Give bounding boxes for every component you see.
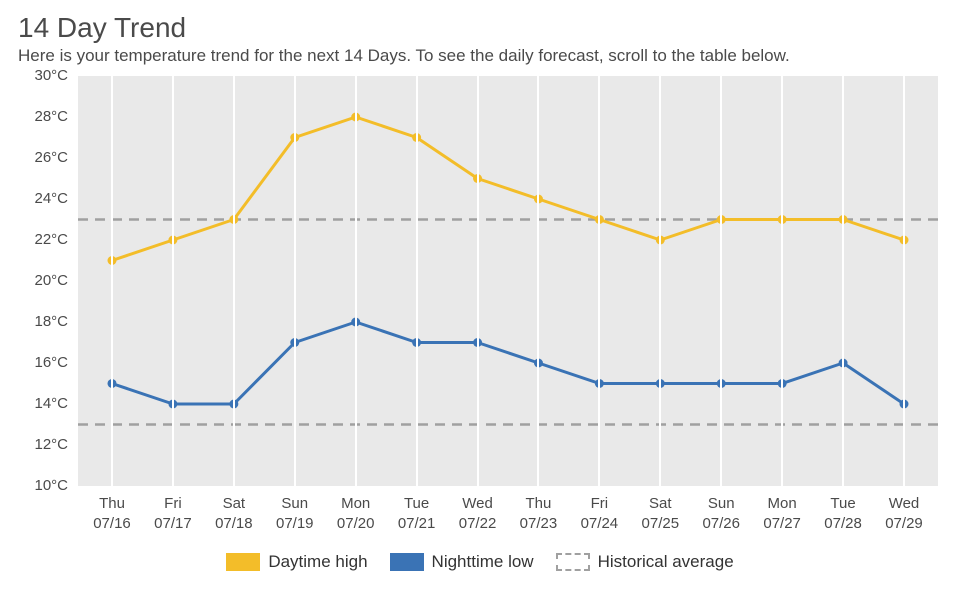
x-axis-tick-label: Sun07/26	[691, 494, 751, 535]
gridline-vertical	[781, 76, 783, 486]
x-axis-tick-label: Wed07/22	[448, 494, 508, 535]
temperature-trend-chart: 30°C28°C26°C24°C22°C20°C18°C16°C14°C12°C…	[18, 76, 942, 546]
x-axis-tick-label: Thu07/23	[508, 494, 568, 535]
chart-subtitle: Here is your temperature trend for the n…	[18, 46, 942, 66]
gridline-vertical	[172, 76, 174, 486]
legend-item-daytime-high: Daytime high	[226, 552, 367, 572]
gridline-vertical	[355, 76, 357, 486]
nighttime-low-line	[112, 322, 904, 404]
x-axis-tick-label: Tue07/28	[813, 494, 873, 535]
gridline-vertical	[233, 76, 235, 486]
y-axis-tick-label: 10°C	[18, 477, 68, 494]
legend-swatch-nighttime-low	[390, 553, 424, 571]
y-axis-tick-label: 12°C	[18, 436, 68, 453]
x-axis-tick-label: Fri07/24	[569, 494, 629, 535]
gridline-vertical	[903, 76, 905, 486]
y-axis-tick-label: 26°C	[18, 149, 68, 166]
gridline-vertical	[111, 76, 113, 486]
gridline-vertical	[659, 76, 661, 486]
legend-item-nighttime-low: Nighttime low	[390, 552, 534, 572]
y-axis-tick-label: 22°C	[18, 231, 68, 248]
gridline-vertical	[294, 76, 296, 486]
daytime-high-line	[112, 117, 904, 261]
legend-item-historical-average: Historical average	[556, 552, 734, 572]
gridline-vertical	[416, 76, 418, 486]
y-axis-tick-label: 28°C	[18, 108, 68, 125]
legend-swatch-historical-average	[556, 553, 590, 571]
gridline-vertical	[842, 76, 844, 486]
x-axis-tick-label: Fri07/17	[143, 494, 203, 535]
y-axis-tick-label: 20°C	[18, 272, 68, 289]
y-axis-tick-label: 18°C	[18, 313, 68, 330]
x-axis-tick-label: Mon07/27	[752, 494, 812, 535]
y-axis-tick-label: 14°C	[18, 395, 68, 412]
x-axis-tick-label: Mon07/20	[326, 494, 386, 535]
legend-label: Nighttime low	[432, 552, 534, 572]
x-axis-tick-label: Sat07/18	[204, 494, 264, 535]
gridline-vertical	[720, 76, 722, 486]
gridline-vertical	[598, 76, 600, 486]
gridline-vertical	[537, 76, 539, 486]
chart-legend: Daytime high Nighttime low Historical av…	[18, 552, 942, 572]
x-axis-tick-label: Sat07/25	[630, 494, 690, 535]
y-axis-tick-label: 30°C	[18, 67, 68, 84]
legend-label: Historical average	[598, 552, 734, 572]
y-axis-tick-label: 16°C	[18, 354, 68, 371]
chart-lines-layer	[78, 76, 938, 486]
legend-label: Daytime high	[268, 552, 367, 572]
x-axis-tick-label: Tue07/21	[387, 494, 447, 535]
x-axis-tick-label: Wed07/29	[874, 494, 934, 535]
chart-title: 14 Day Trend	[18, 12, 942, 44]
legend-swatch-daytime-high	[226, 553, 260, 571]
gridline-vertical	[477, 76, 479, 486]
y-axis-tick-label: 24°C	[18, 190, 68, 207]
x-axis-tick-label: Thu07/16	[82, 494, 142, 535]
x-axis-tick-label: Sun07/19	[265, 494, 325, 535]
